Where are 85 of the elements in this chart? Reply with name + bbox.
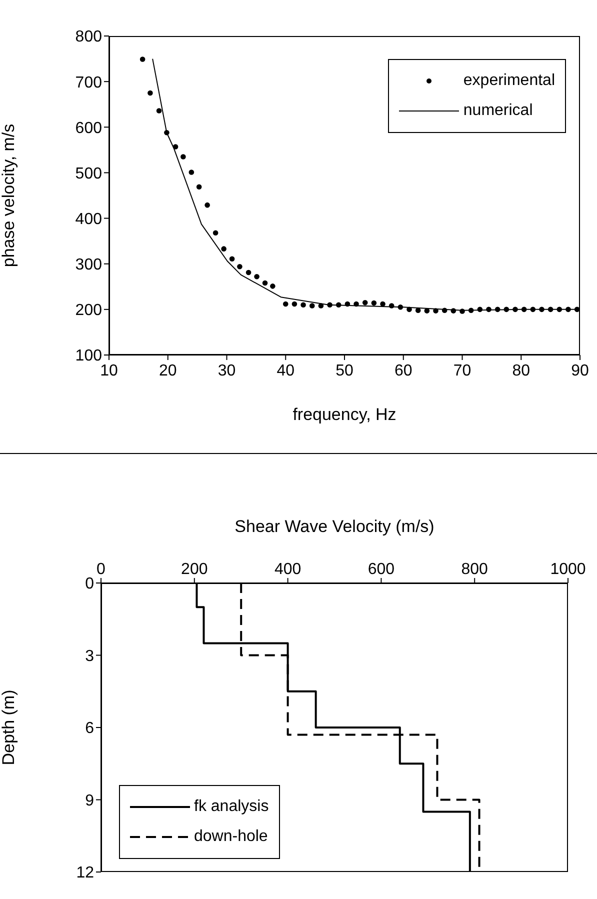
x-tick-label: 60 <box>394 362 412 380</box>
point <box>148 90 153 96</box>
point <box>156 108 162 114</box>
point <box>362 300 368 306</box>
point <box>406 306 412 312</box>
point <box>180 154 186 160</box>
y-tick-label: 100 <box>75 348 102 365</box>
point <box>188 170 194 175</box>
x-tick-label: 1000 <box>550 561 586 578</box>
y-axis-title: Depth (m) <box>0 690 18 766</box>
point <box>468 308 474 313</box>
x-tick-label: 80 <box>512 362 530 380</box>
point <box>309 303 315 308</box>
point <box>477 306 483 312</box>
legend-label: experimental <box>463 72 555 90</box>
y-tick-label: 600 <box>75 120 102 137</box>
y-tick-label: 12 <box>76 864 94 882</box>
point <box>237 264 242 270</box>
point <box>300 302 306 308</box>
point <box>450 308 456 314</box>
legend-label: fk analysis <box>194 798 269 816</box>
y-tick-label: 3 <box>85 648 94 665</box>
point <box>196 184 202 190</box>
point <box>172 144 178 150</box>
x-tick-label: 200 <box>181 561 208 578</box>
point <box>204 202 210 208</box>
point <box>548 306 554 312</box>
y-tick-label: 6 <box>85 720 94 738</box>
point <box>344 301 350 307</box>
point <box>164 130 170 136</box>
x-tick-label: 800 <box>461 561 488 578</box>
point <box>354 301 359 307</box>
y-tick-label: 0 <box>85 576 94 593</box>
y-tick-label: 800 <box>75 28 102 46</box>
x-tick-label: 90 <box>571 362 589 380</box>
y-tick-label: 500 <box>75 165 102 182</box>
point <box>380 301 386 307</box>
point <box>556 306 562 312</box>
x-tick-label: 600 <box>368 561 395 578</box>
point <box>292 301 298 307</box>
point <box>424 308 430 314</box>
y-tick-label: 200 <box>75 302 102 320</box>
point <box>415 308 421 313</box>
point <box>442 308 448 313</box>
y-tick-label: 400 <box>75 210 102 228</box>
point <box>398 304 404 310</box>
point <box>504 306 510 312</box>
point <box>566 306 571 312</box>
point <box>388 303 394 308</box>
point <box>521 306 527 312</box>
point <box>262 280 268 286</box>
x-tick-label: 70 <box>453 362 472 380</box>
legend-label: down-hole <box>194 828 268 846</box>
y-tick-label: 300 <box>75 256 102 274</box>
point <box>270 284 276 289</box>
y-tick-label: 700 <box>75 74 102 92</box>
point <box>460 308 465 314</box>
point <box>327 302 332 308</box>
point <box>254 274 260 280</box>
point <box>539 306 544 312</box>
y-axis-title: phase velocity, m/s <box>0 124 18 268</box>
x-tick-label: 10 <box>100 362 118 380</box>
point <box>246 270 252 276</box>
point <box>486 306 492 312</box>
point <box>371 300 377 306</box>
point <box>433 308 438 314</box>
point <box>212 230 218 236</box>
point <box>530 306 536 312</box>
point <box>282 301 288 307</box>
point <box>494 306 500 312</box>
point <box>336 302 342 308</box>
x-tick-label: 30 <box>218 362 236 380</box>
point <box>512 306 518 312</box>
point <box>221 246 226 252</box>
x-tick-label: 40 <box>276 362 295 380</box>
x-axis-title: Shear Wave Velocity (m/s) <box>234 517 434 536</box>
legend-label: numerical <box>463 102 533 120</box>
x-tick-label: 20 <box>158 362 177 380</box>
point <box>229 256 235 262</box>
point <box>318 303 324 308</box>
point <box>140 56 146 62</box>
y-tick-label: 9 <box>85 792 94 810</box>
x-tick-label: 400 <box>274 561 302 578</box>
x-axis-title: frequency, Hz <box>292 405 396 424</box>
x-tick-label: 50 <box>336 362 354 380</box>
